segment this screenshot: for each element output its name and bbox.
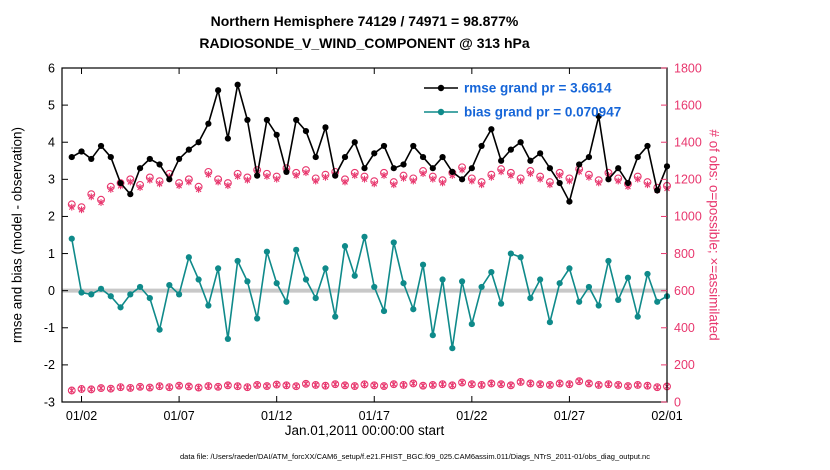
svg-text:02/01: 02/01	[651, 409, 682, 423]
chart-title-line1: Northern Hemisphere 74129 / 74971 = 98.8…	[210, 13, 519, 29]
svg-text:6: 6	[48, 61, 55, 75]
svg-text:1400: 1400	[674, 136, 702, 150]
svg-text:200: 200	[674, 358, 695, 372]
svg-text:-2: -2	[44, 358, 55, 372]
svg-text:0: 0	[48, 284, 55, 298]
svg-text:-3: -3	[44, 395, 55, 409]
svg-text:0: 0	[674, 395, 681, 409]
svg-text:4: 4	[48, 136, 55, 150]
svg-text:800: 800	[674, 247, 695, 261]
svg-text:01/27: 01/27	[554, 409, 585, 423]
svg-text:1000: 1000	[674, 210, 702, 224]
svg-text:600: 600	[674, 284, 695, 298]
svg-text:01/07: 01/07	[163, 409, 194, 423]
svg-text:400: 400	[674, 321, 695, 335]
svg-text:5: 5	[48, 98, 55, 112]
x-axis-label: Jan.01,2011 00:00:00 start	[284, 423, 445, 438]
svg-text:-1: -1	[44, 321, 55, 335]
chart-title-line2: RADIOSONDE_V_WIND_COMPONENT @ 313 hPa	[199, 35, 530, 51]
svg-text:2: 2	[48, 210, 55, 224]
right-axis-ticks: 0 200 400 600 800 1000 1200 1400 1600 1800	[661, 61, 702, 409]
svg-text:1600: 1600	[674, 98, 702, 112]
svg-text:01/02: 01/02	[66, 409, 97, 423]
svg-text:01/22: 01/22	[456, 409, 487, 423]
data-file-note: data file: /Users/raeder/DAI/ATM_forcXX/…	[180, 452, 650, 461]
svg-text:1200: 1200	[674, 173, 702, 187]
x-axis-ticks: 01/02 01/07 01/12 01/17 01/22 01/27 02/01	[66, 68, 683, 423]
svg-text:01/12: 01/12	[261, 409, 292, 423]
svg-text:1800: 1800	[674, 61, 702, 75]
series-rmse	[68, 81, 671, 205]
svg-text:1: 1	[48, 247, 55, 261]
left-axis-ticks: -3 -2 -1 0 1 2 3 4 5 6	[44, 61, 68, 409]
svg-text:01/17: 01/17	[359, 409, 390, 423]
svg-text:bias grand pr = 0.070947: bias grand pr = 0.070947	[464, 105, 621, 120]
series-obs-assimilated	[68, 166, 670, 214]
legend: rmse grand pr = 3.6614 bias grand pr = 0.…	[424, 81, 621, 120]
series-obs-lower-band	[67, 377, 671, 395]
plot-border	[61, 67, 668, 403]
svg-text:3: 3	[48, 173, 55, 187]
svg-text:rmse grand pr = 3.6614: rmse grand pr = 3.6614	[464, 81, 612, 96]
series-bias	[68, 233, 671, 352]
